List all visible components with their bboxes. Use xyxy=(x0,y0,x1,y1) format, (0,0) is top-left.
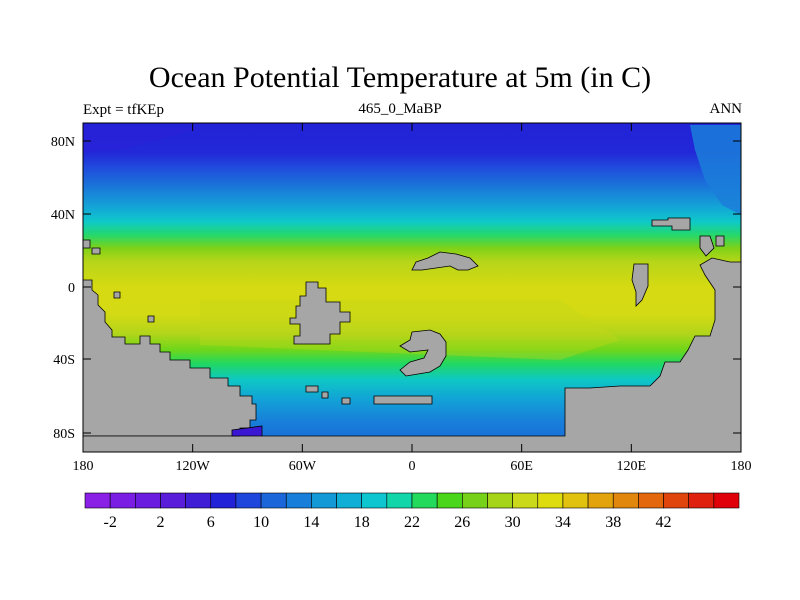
colorbar-swatch xyxy=(688,492,715,509)
central-island xyxy=(289,281,351,345)
western-islet-a xyxy=(83,239,91,249)
northwest-pacific-island xyxy=(651,217,691,231)
x-tick-label: 180 xyxy=(73,459,94,474)
colorbar-swatch xyxy=(638,492,664,509)
colorbar-tick-label: 26 xyxy=(454,514,470,531)
map-title: Ocean Potential Temperature at 5m (in C) xyxy=(148,61,652,94)
colorbar-swatch xyxy=(612,492,639,509)
period-label: 465_0_MaBP xyxy=(358,101,442,117)
colorbar-swatch xyxy=(562,492,589,509)
colorbar-swatch xyxy=(260,492,287,509)
colorbar-swatch xyxy=(235,492,262,509)
southern-landmass xyxy=(83,257,741,452)
y-tick-label: 0 xyxy=(68,281,75,296)
x-tick-label: 180 xyxy=(731,459,752,474)
western-islet-d xyxy=(147,315,155,323)
east-asia-fragment xyxy=(699,235,715,257)
southern-islet-a xyxy=(305,385,319,393)
colorbar-tick-label: 10 xyxy=(253,514,269,531)
colorbar-swatch xyxy=(386,492,413,509)
season-label: ANN xyxy=(709,101,743,117)
experiment-label: Expt = tfKEp xyxy=(83,102,164,118)
colorbar-swatch xyxy=(336,492,362,509)
east-asia-islet xyxy=(715,235,725,247)
colorbar-swatch xyxy=(411,492,438,509)
western-islet-c xyxy=(113,291,121,299)
southern-islet-c xyxy=(341,397,351,405)
southern-atlantic-ridge xyxy=(373,395,433,405)
colorbar-tick-label: 42 xyxy=(656,514,672,531)
colorbar-tick-label: 6 xyxy=(207,514,215,531)
colorbar-swatch xyxy=(436,492,463,509)
colorbar-tick-label: 30 xyxy=(505,514,521,531)
southwest-continent xyxy=(83,279,257,437)
y-axis: 80N 40N 0 40S 80S xyxy=(51,135,741,442)
colorbar-swatch xyxy=(109,492,136,509)
y-tick-label: 80S xyxy=(53,427,75,442)
map-plot-area xyxy=(83,123,741,452)
colorbar-swatch xyxy=(663,492,689,509)
x-tick-label: 120E xyxy=(617,459,647,474)
north-pacific-shading xyxy=(690,125,741,215)
southern-islet-b xyxy=(321,391,329,399)
cold-pocket xyxy=(231,425,263,437)
colorbar: -2 2 6 10 14 18 22 26 30 34 38 42 xyxy=(84,492,740,531)
colorbar-tick-label: 2 xyxy=(156,514,164,531)
colorbar-tick-label: 18 xyxy=(354,514,370,531)
colorbar-swatch xyxy=(84,492,111,509)
western-pacific-island xyxy=(631,263,649,307)
y-tick-label: 40N xyxy=(51,208,75,223)
land-masses xyxy=(83,217,741,452)
western-islet-b xyxy=(91,247,101,255)
colorbar-swatch xyxy=(210,492,237,509)
colorbar-tick-label: 22 xyxy=(404,514,420,531)
colorbar-tick-label: 34 xyxy=(555,514,571,531)
y-tick-label: 80N xyxy=(51,135,75,150)
colorbar-swatch xyxy=(537,492,564,509)
colorbar-swatch xyxy=(361,492,388,509)
colorbar-swatch xyxy=(135,492,161,509)
equatorial-island xyxy=(411,251,479,271)
x-tick-label: 0 xyxy=(409,459,416,474)
x-tick-label: 120W xyxy=(176,459,211,474)
colorbar-swatch xyxy=(487,492,513,509)
colorbar-swatch xyxy=(285,492,312,509)
colorbar-tick-label: -2 xyxy=(103,514,116,531)
colorbar-swatch xyxy=(311,492,337,509)
colorbar-swatch xyxy=(185,492,212,509)
south-atlantic-island xyxy=(399,329,447,377)
colorbar-swatch xyxy=(587,492,614,509)
colorbar-swatch xyxy=(462,492,488,509)
colorbar-swatch xyxy=(512,492,539,509)
arctic-shading xyxy=(83,125,200,152)
colorbar-tick-label: 14 xyxy=(303,514,319,531)
x-axis: 180 120W 60W 0 60E 120E 180 xyxy=(73,123,752,474)
colorbar-swatch xyxy=(160,492,186,509)
x-tick-label: 60W xyxy=(289,459,317,474)
x-tick-label: 60E xyxy=(510,459,533,474)
colorbar-swatch xyxy=(713,492,740,509)
y-tick-label: 40S xyxy=(53,353,75,368)
colorbar-tick-label: 38 xyxy=(605,514,621,531)
